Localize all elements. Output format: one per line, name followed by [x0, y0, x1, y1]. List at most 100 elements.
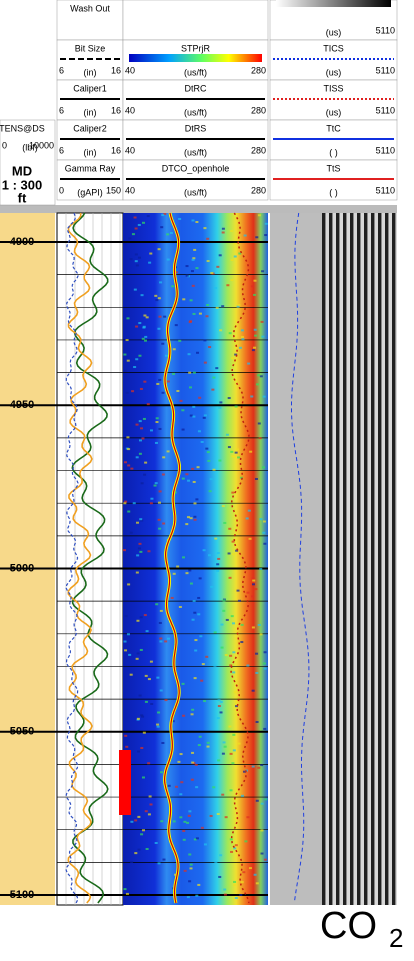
speckle	[181, 428, 185, 431]
speckle	[232, 733, 236, 736]
speckle	[193, 502, 197, 505]
speckle	[161, 342, 165, 345]
speckle	[191, 761, 195, 764]
speckle	[128, 237, 132, 240]
speckle	[141, 776, 145, 779]
speckle	[193, 518, 197, 521]
speckle	[194, 649, 198, 652]
speckle	[158, 621, 162, 624]
speckle	[150, 497, 154, 500]
speckle	[157, 501, 161, 504]
speckle	[206, 260, 210, 263]
speckle	[223, 893, 227, 896]
speckle	[219, 401, 223, 404]
speckle	[149, 660, 153, 663]
speckle	[140, 519, 144, 522]
depth-label: 4950	[10, 399, 34, 411]
speckle	[246, 591, 250, 594]
speckle	[134, 253, 138, 256]
speckle	[124, 615, 128, 618]
speckle	[231, 540, 235, 543]
speckle	[185, 265, 189, 268]
speckle	[139, 648, 143, 651]
speckle	[232, 749, 236, 752]
scale-unit: (us)	[326, 27, 342, 37]
speckle	[200, 440, 204, 443]
speckle	[157, 327, 161, 330]
speckle	[185, 274, 189, 277]
speckle	[162, 456, 166, 459]
speckle	[166, 258, 170, 261]
speckle	[218, 254, 222, 257]
speckle	[156, 676, 160, 679]
speckle	[159, 640, 163, 643]
scale-unit: ( )	[329, 147, 338, 157]
speckle	[133, 366, 137, 369]
speckle	[206, 303, 210, 306]
speckle	[238, 346, 242, 349]
speckle	[250, 395, 254, 398]
speckle	[144, 339, 148, 342]
scale-unit: (us/ft)	[184, 187, 207, 197]
curve	[65, 212, 79, 904]
speckle	[263, 667, 267, 670]
speckle	[144, 461, 148, 464]
speckle	[191, 751, 195, 754]
speckle	[253, 279, 257, 282]
speckle	[192, 405, 196, 408]
md-scale: 1 : 300	[2, 177, 42, 192]
speckle	[252, 579, 256, 582]
speckle	[189, 414, 193, 417]
speckle	[127, 464, 131, 467]
speckle	[227, 397, 231, 400]
speckle	[221, 231, 225, 234]
speckle	[206, 451, 210, 454]
speckle	[138, 452, 142, 455]
speckle	[248, 867, 252, 870]
speckle	[130, 820, 134, 823]
speckle	[148, 795, 152, 798]
speckle	[171, 720, 175, 723]
speckle	[138, 354, 142, 357]
speckle	[251, 583, 255, 586]
speckle	[139, 550, 143, 553]
speckle	[149, 502, 153, 505]
speckle	[203, 843, 207, 846]
speckle	[157, 862, 161, 865]
speckle	[247, 509, 251, 512]
speckle	[174, 873, 178, 876]
speckle	[178, 339, 182, 342]
speckle	[157, 248, 161, 251]
depth-label: 5050	[10, 726, 34, 738]
speckle	[159, 281, 163, 284]
scale-max: 280	[251, 105, 266, 115]
curve-name: Bit Size	[75, 43, 106, 53]
curve	[67, 213, 93, 904]
speckle	[126, 436, 130, 439]
speckle	[246, 816, 250, 819]
speckle	[257, 374, 261, 377]
speckle	[146, 403, 150, 406]
speckle	[219, 854, 223, 857]
speckle	[225, 433, 229, 436]
scale-max: 16	[111, 105, 121, 115]
speckle	[234, 705, 238, 708]
speckle	[164, 699, 168, 702]
speckle	[195, 837, 199, 840]
speckle	[223, 521, 227, 524]
scale-unit: ( )	[329, 187, 338, 197]
scale-unit: (us)	[326, 107, 342, 117]
speckle	[235, 701, 239, 704]
speckle	[163, 315, 167, 318]
speckle	[160, 771, 164, 774]
speckle	[123, 640, 127, 643]
speckle	[221, 505, 225, 508]
speckle	[230, 279, 234, 282]
marker	[119, 750, 131, 815]
speckle	[141, 221, 145, 224]
speckle	[207, 554, 211, 557]
speckle	[198, 735, 202, 738]
speckle	[197, 613, 201, 616]
scale-max: 280	[251, 185, 266, 195]
speckle	[144, 335, 148, 338]
